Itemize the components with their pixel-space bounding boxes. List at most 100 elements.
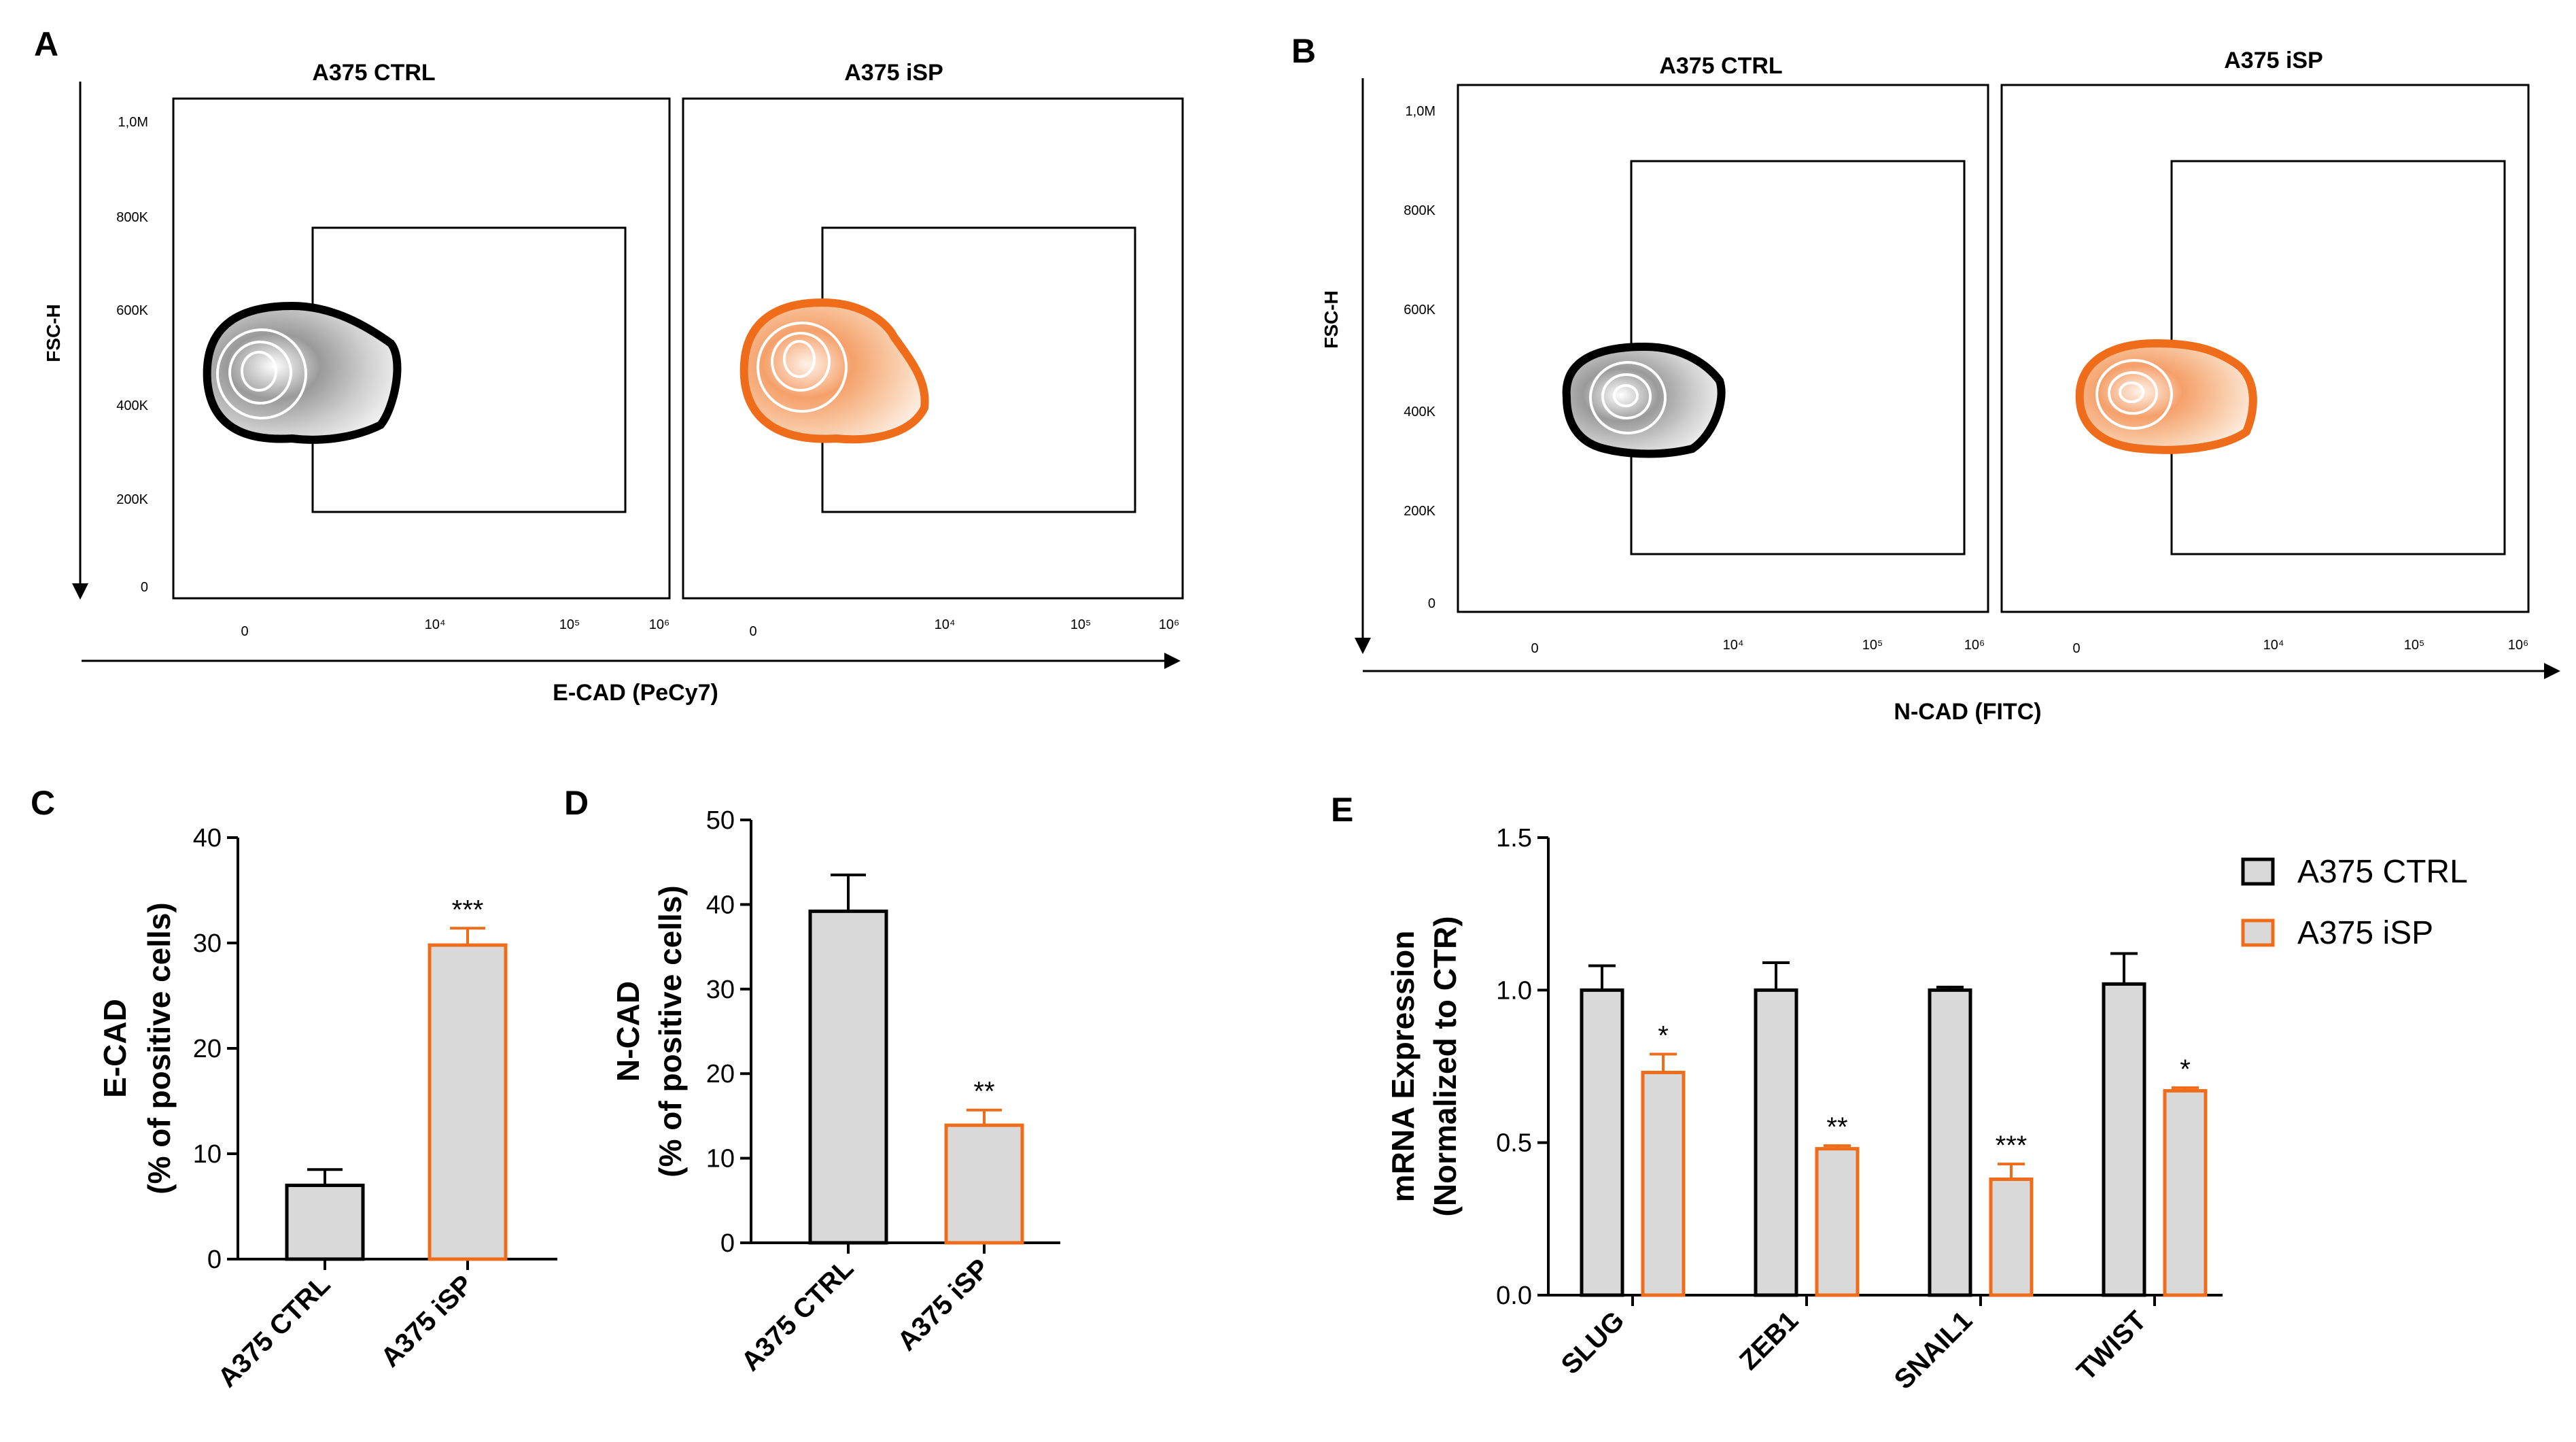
- bar: [1641, 1070, 1686, 1297]
- panel-a-y-tick: 400K: [116, 398, 148, 413]
- y-tick-label: 0.5: [1496, 1129, 1532, 1158]
- panel-d: D 0 10 20 30 40 50 N-CAD (% of positive cells) A…: [564, 784, 1060, 1377]
- panel-a-y-label: FSC-H: [43, 304, 64, 362]
- panel-b-left-title: A375 CTRL: [1659, 53, 1782, 79]
- bar: [1928, 988, 1972, 1297]
- significance-label: *: [1658, 1021, 1669, 1051]
- panel-b-x-tick: 10⁴: [1723, 638, 1744, 653]
- panel-a-right-title: A375 iSP: [844, 60, 943, 86]
- y-axis-label: E-CAD: [97, 999, 133, 1098]
- y-tick-label: 40: [193, 824, 222, 853]
- panel-b-right-plot-frame: [2000, 84, 2530, 613]
- significance-label: ***: [1996, 1131, 2027, 1161]
- legend-label: A375 iSP: [2297, 915, 2433, 951]
- y-axis-label: (% of positive cells): [141, 902, 177, 1194]
- panel-a-x-tick: 10⁵: [1071, 617, 1092, 632]
- panel-a-left-title: A375 CTRL: [312, 60, 435, 86]
- panel-letter-d: D: [564, 784, 589, 822]
- panel-b-x-label: N-CAD (FITC): [1894, 699, 2041, 725]
- bar: [2163, 1088, 2208, 1297]
- y-tick-label: 10: [193, 1140, 222, 1169]
- panel-b-y-tick: 1,0M: [1406, 104, 1435, 119]
- y-tick-label: 1.5: [1496, 824, 1532, 853]
- bar: [1580, 988, 1624, 1297]
- panel-a-left-plot-frame: [172, 97, 671, 600]
- y-tick-label: 20: [706, 1060, 735, 1088]
- y-axis-label: N-CAD: [610, 981, 646, 1082]
- legend-label: A375 CTRL: [2297, 854, 2468, 890]
- panel-b-y-ticks: 1,0M 800K 600K 400K 200K 0: [1404, 104, 1435, 611]
- panel-b-x-tick: 10⁶: [2508, 638, 2528, 653]
- panel-b-right-title: A375 iSP: [2224, 48, 2323, 73]
- panel-b-x-tick: 10⁶: [1964, 638, 1985, 653]
- panel-b: B A375 CTRL A375 iSP FSC-H N-CAD (FITC) …: [1291, 32, 2560, 725]
- panel-a-right-x-ticks: 0 10⁴ 10⁵ 10⁶: [749, 617, 1179, 639]
- bar: [285, 1184, 365, 1261]
- panel-b-y-tick: 800K: [1404, 203, 1435, 218]
- significance-label: ***: [452, 895, 484, 925]
- panel-b-x-tick: 10⁴: [2263, 638, 2284, 653]
- panel-a-x-tick: 10⁴: [425, 617, 446, 632]
- panel-a-right-density: [739, 298, 929, 444]
- panel-letter-e: E: [1331, 791, 1353, 829]
- panel-a-x-tick: 10⁴: [935, 617, 956, 632]
- bar: [1754, 988, 1798, 1297]
- y-tick-label: 20: [193, 1035, 222, 1063]
- panel-a-x-label: E-CAD (PeCy7): [553, 680, 718, 706]
- x-tick-label: SLUG: [1556, 1305, 1631, 1380]
- x-tick-label: A375 iSP: [892, 1253, 995, 1356]
- bar: [428, 943, 508, 1261]
- panel-b-x-tick: 0: [1531, 641, 1538, 656]
- panel-b-left-density: [1562, 342, 1726, 458]
- panel-a-x-tick: 10⁶: [649, 617, 669, 632]
- legend-swatch: [2241, 919, 2275, 947]
- panel-b-right-density: [2075, 339, 2257, 454]
- legend-swatch: [2241, 857, 2275, 886]
- y-tick-label: 0: [720, 1229, 735, 1258]
- panel-a-y-tick: 200K: [116, 492, 148, 507]
- panel-a-right-plot-frame: [682, 97, 1184, 600]
- y-tick-label: 1.0: [1496, 976, 1532, 1005]
- bar: [2102, 982, 2146, 1297]
- panel-a-y-tick: 800K: [116, 210, 148, 225]
- y-tick-label: 0.0: [1496, 1282, 1532, 1310]
- panel-a-y-tick: 0: [141, 580, 148, 595]
- panel-b-x-tick: 10⁵: [1862, 638, 1883, 653]
- x-tick-label: TWIST: [2071, 1305, 2152, 1386]
- chart-c: 0 10 20 30 40 E-CAD (% of positive cells) A375 …: [97, 824, 557, 1393]
- x-tick-label: A375 iSP: [375, 1269, 478, 1373]
- y-tick-label: 10: [706, 1145, 735, 1173]
- bar: [1989, 1178, 2034, 1297]
- y-tick-label: 0: [207, 1246, 222, 1274]
- panel-a-left-x-ticks: 0 10⁴ 10⁵ 10⁶: [241, 617, 669, 639]
- y-tick-label: 30: [706, 976, 735, 1004]
- y-tick-label: 50: [706, 806, 735, 835]
- panel-a-left-density: [203, 301, 402, 444]
- bar: [944, 1123, 1024, 1245]
- panel-a-y-tick: 600K: [116, 303, 148, 318]
- x-tick-label: A375 CTRL: [735, 1253, 859, 1377]
- bar: [1815, 1147, 1860, 1297]
- panel-letter-a: A: [34, 25, 58, 63]
- panel-a-x-tick: 0: [749, 624, 756, 639]
- x-tick-label: ZEB1: [1734, 1305, 1804, 1375]
- x-tick-label: A375 CTRL: [212, 1269, 336, 1393]
- panel-e: E 0.0 0.5 1.0 1.5 mRNA Expression (Normalized…: [1331, 791, 2468, 1395]
- panel-a: A A375 CTRL A375 iSP FSC-H E-CAD (PeCy7)…: [34, 25, 1184, 706]
- panel-b-y-tick: 0: [1428, 596, 1435, 611]
- y-tick-label: 40: [706, 891, 735, 919]
- panel-b-y-label: FSC-H: [1321, 290, 1342, 349]
- chart-e: 0.0 0.5 1.0 1.5 mRNA Expression (Normalized t…: [1385, 824, 2468, 1395]
- chart-d: 0 10 20 30 40 50 N-CAD (% of positive cells) A37…: [610, 806, 1060, 1377]
- panel-a-x-tick: 0: [241, 624, 248, 639]
- panel-b-left-x-ticks: 0 10⁴ 10⁵ 10⁶: [1531, 638, 1985, 656]
- panel-letter-c: C: [31, 784, 55, 822]
- panel-letter-b: B: [1291, 32, 1316, 70]
- panel-b-left-plot-frame: [1457, 84, 1989, 613]
- x-tick-label: SNAIL1: [1889, 1305, 1979, 1395]
- panel-b-x-tick: 10⁵: [2404, 638, 2425, 653]
- significance-label: *: [2180, 1054, 2191, 1084]
- y-tick-label: 30: [193, 929, 222, 958]
- y-axis-label: (Normalized to CTR): [1427, 916, 1463, 1216]
